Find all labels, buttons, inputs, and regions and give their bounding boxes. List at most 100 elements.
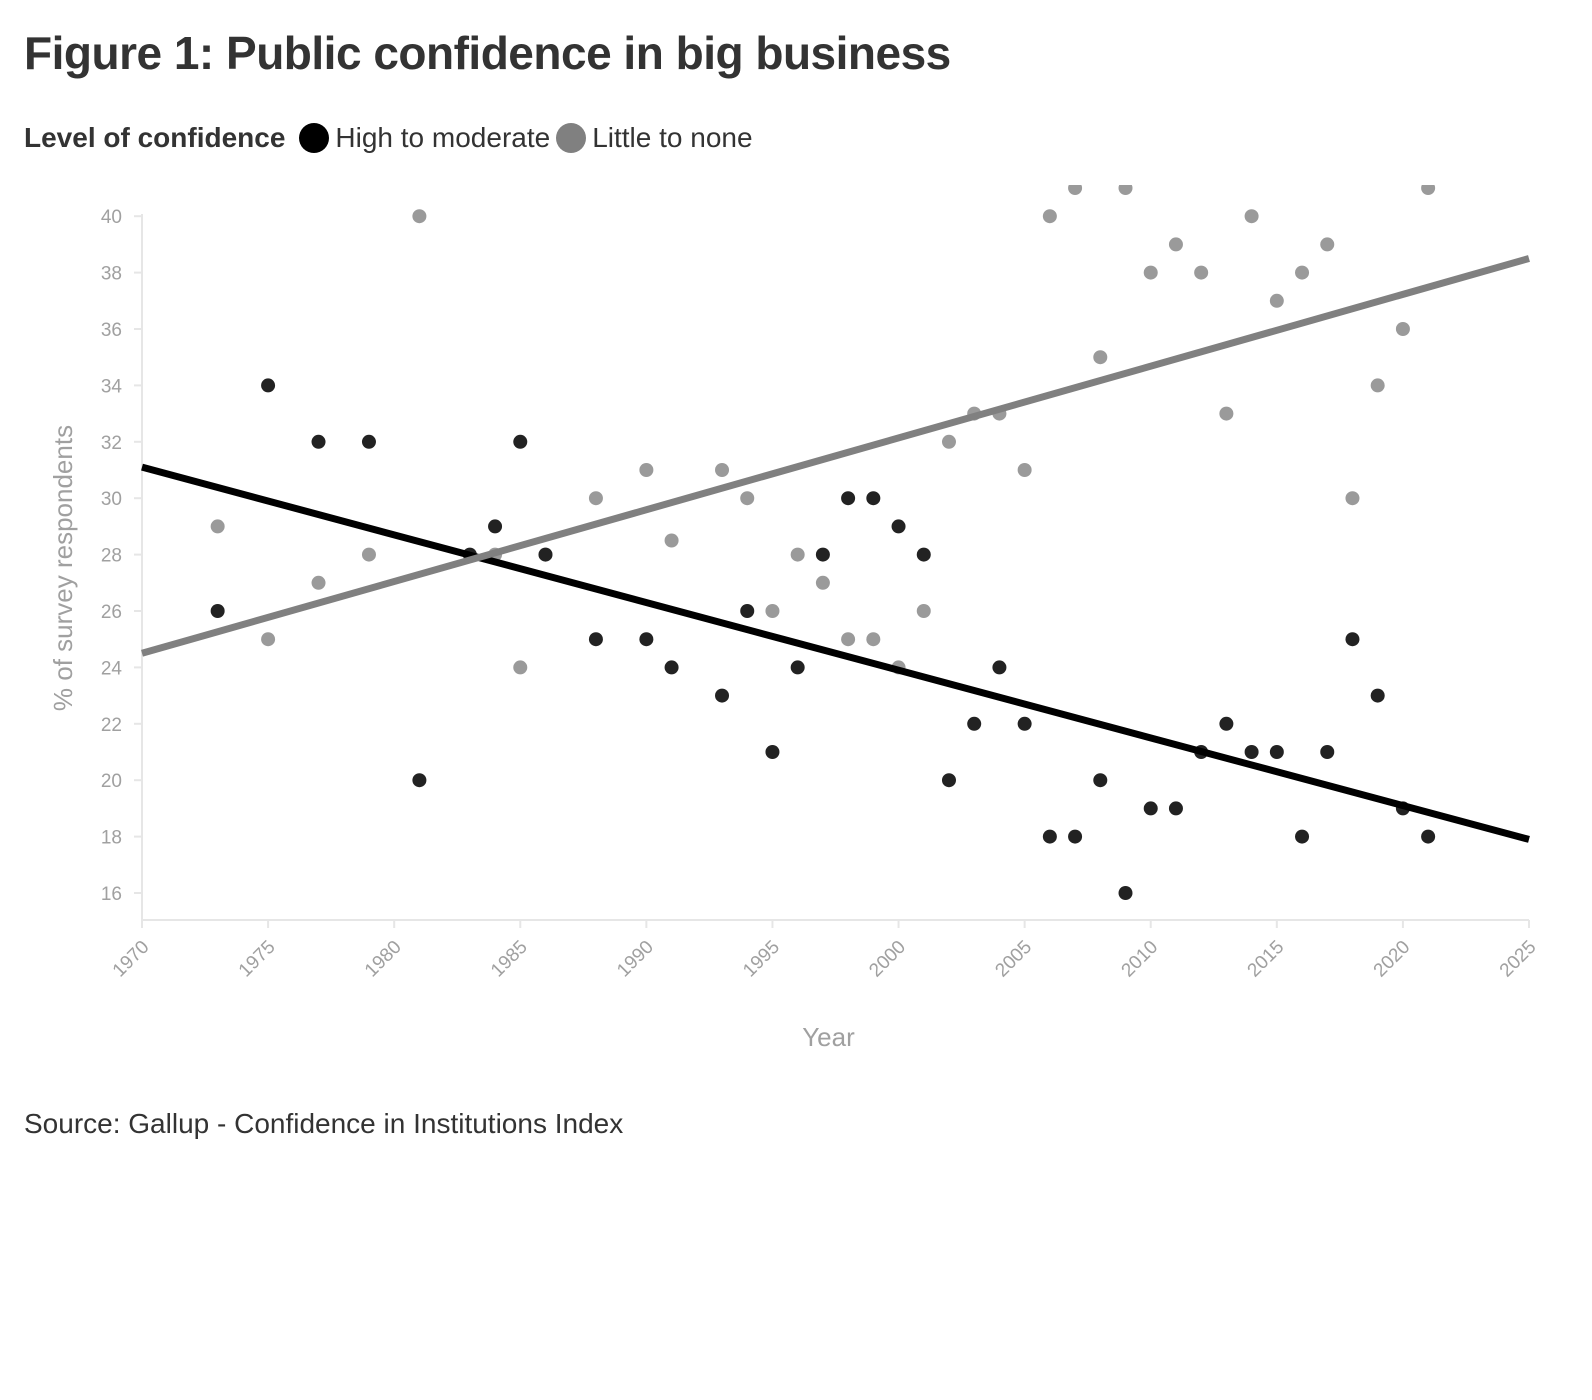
data-point-high-to-moderate [1068, 829, 1083, 844]
data-point-high-to-moderate [1017, 716, 1032, 731]
data-point-high-to-moderate [1042, 829, 1057, 844]
legend-label: Little to none [592, 122, 753, 153]
data-point-high-to-moderate [790, 660, 805, 675]
data-point-little-to-none [866, 632, 881, 647]
data-point-high-to-moderate [261, 378, 276, 393]
data-point-little-to-none [412, 209, 427, 224]
data-point-little-to-none [916, 604, 931, 618]
data-point-high-to-moderate [513, 434, 528, 449]
data-point-high-to-moderate [941, 773, 956, 788]
x-tick-label: 1985 [487, 937, 532, 982]
data-point-little-to-none [1370, 378, 1385, 393]
data-point-high-to-moderate [1295, 829, 1310, 844]
axes [134, 214, 1530, 928]
data-point-little-to-none [841, 632, 856, 647]
legend-swatch-little-to-none [556, 123, 587, 153]
data-point-little-to-none [311, 575, 326, 590]
trend-line-little-to-none [141, 255, 1530, 657]
data-point-little-to-none [1395, 322, 1410, 336]
trend-lines [141, 255, 1530, 843]
data-point-high-to-moderate [992, 660, 1007, 675]
data-point-little-to-none [1143, 265, 1158, 280]
data-point-little-to-none [1118, 185, 1133, 195]
y-tick-label: 36 [101, 320, 122, 341]
data-point-high-to-moderate [916, 547, 931, 562]
y-tick-label: 30 [101, 489, 122, 510]
data-point-high-to-moderate [866, 491, 881, 506]
data-point-little-to-none [715, 463, 730, 477]
legend-label: High to moderate [335, 122, 551, 153]
y-tick-label: 34 [101, 376, 123, 397]
data-point-high-to-moderate [815, 547, 830, 562]
data-point-little-to-none [1421, 185, 1436, 195]
data-point-little-to-none [1042, 209, 1057, 224]
data-point-little-to-none [815, 575, 830, 590]
data-point-high-to-moderate [1244, 745, 1259, 759]
data-point-little-to-none [790, 547, 805, 562]
data-point-high-to-moderate [639, 632, 654, 647]
data-points [210, 185, 1436, 900]
data-point-little-to-none [664, 533, 679, 548]
legend-title: Level of confidence [24, 122, 286, 153]
data-point-high-to-moderate [1421, 829, 1436, 844]
data-point-little-to-none [740, 491, 755, 506]
x-tick-label: 2025 [1496, 937, 1541, 982]
y-tick-label: 20 [101, 771, 122, 792]
data-point-high-to-moderate [765, 745, 780, 759]
data-point-high-to-moderate [891, 519, 906, 534]
y-tick-label: 26 [101, 602, 122, 623]
data-point-little-to-none [639, 463, 654, 477]
data-point-high-to-moderate [488, 519, 503, 534]
y-axis-title: % of survey respondents [48, 425, 78, 711]
data-point-little-to-none [765, 604, 780, 618]
axis-labels: 16 18 20 22 24 26 28 30 32 34 36 38 40 1970 1975 1980 19… [48, 207, 1541, 1052]
x-tick-label: 2010 [1118, 937, 1163, 982]
y-tick-label: 22 [101, 715, 122, 736]
chart-title: Figure 1: Public confidence in big busin… [24, 27, 951, 79]
x-tick-label: 1975 [235, 937, 280, 982]
data-point-little-to-none [1194, 265, 1209, 280]
data-point-little-to-none [1320, 237, 1335, 252]
legend-item-high-to-moderate[interactable]: High to moderate [299, 122, 550, 154]
y-tick-label: 32 [101, 433, 122, 454]
data-point-high-to-moderate [412, 773, 427, 788]
source-note: Source: Gallup - Confidence in Instituti… [24, 1108, 624, 1139]
data-point-high-to-moderate [588, 632, 603, 647]
data-point-high-to-moderate [361, 434, 376, 449]
x-tick-label: 1990 [613, 937, 658, 982]
data-point-little-to-none [941, 434, 956, 449]
x-axis-title: Year [802, 1022, 855, 1052]
data-point-high-to-moderate [1345, 632, 1360, 647]
data-point-little-to-none [1017, 463, 1032, 477]
y-tick-label: 38 [101, 264, 122, 285]
x-tick-label: 2020 [1370, 937, 1415, 982]
data-point-little-to-none [513, 660, 528, 675]
legend-item-little-to-none[interactable]: Little to none [556, 122, 753, 154]
data-point-little-to-none [210, 519, 225, 534]
y-tick-label: 28 [101, 546, 122, 567]
legend: Level of confidence High to moderate Lit… [24, 118, 759, 158]
data-point-little-to-none [361, 547, 376, 562]
data-point-little-to-none [1244, 209, 1259, 224]
scatter-chart: 16 18 20 22 24 26 28 30 32 34 36 38 40 1970 1975 1980 19… [48, 185, 1541, 1052]
data-point-high-to-moderate [538, 547, 553, 562]
data-point-high-to-moderate [1269, 745, 1284, 759]
data-point-little-to-none [1093, 350, 1108, 365]
data-point-high-to-moderate [841, 491, 856, 506]
x-tick-label: 1980 [361, 937, 406, 982]
data-point-high-to-moderate [1168, 801, 1183, 816]
x-tick-label: 2005 [991, 937, 1036, 982]
data-point-high-to-moderate [1093, 773, 1108, 788]
data-point-high-to-moderate [1143, 801, 1158, 816]
data-point-high-to-moderate [715, 688, 730, 703]
data-point-little-to-none [261, 632, 276, 647]
data-point-high-to-moderate [664, 660, 679, 675]
legend-swatch-high-to-moderate [299, 123, 330, 153]
data-point-high-to-moderate [210, 604, 225, 618]
data-point-high-to-moderate [1370, 688, 1385, 703]
trend-line-high-to-moderate [141, 463, 1530, 843]
data-point-high-to-moderate [967, 716, 982, 731]
x-tick-label: 2000 [865, 937, 910, 982]
data-point-little-to-none [588, 491, 603, 506]
data-point-high-to-moderate [740, 604, 755, 618]
